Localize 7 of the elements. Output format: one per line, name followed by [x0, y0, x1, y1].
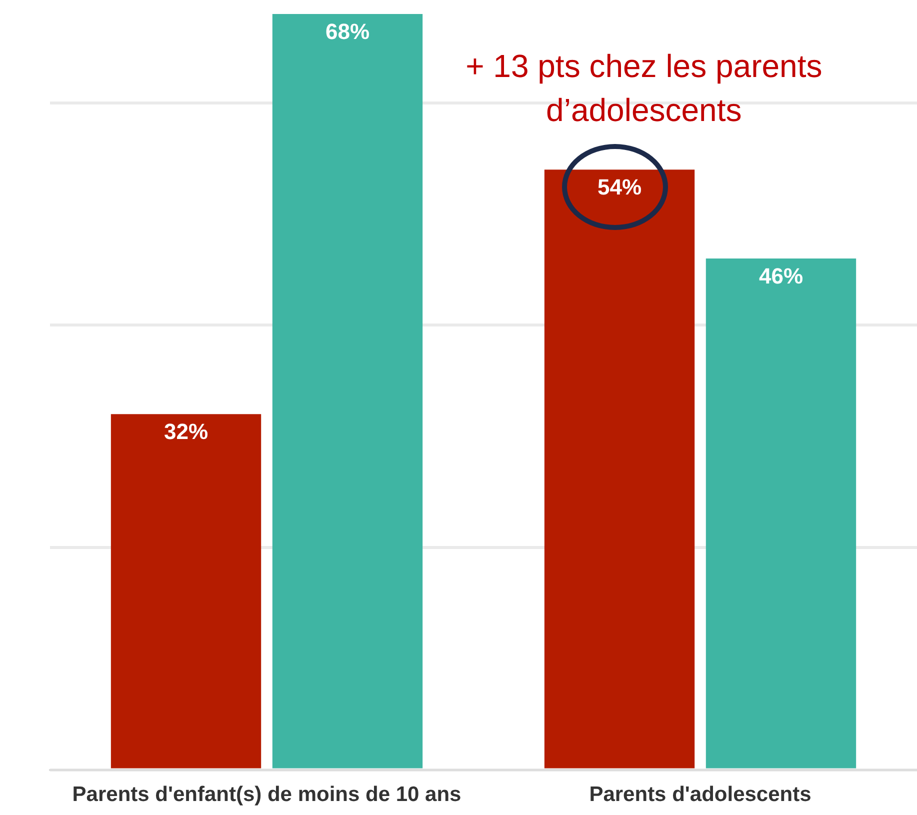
annotation: + 13 pts chez les parents d’adolescents: [466, 48, 822, 128]
x-tick-label: Parents d'adolescents: [589, 783, 812, 806]
data-label: 32%: [164, 419, 208, 444]
data-label: 46%: [758, 264, 804, 289]
data-label: 54%: [597, 174, 642, 200]
x-tick-label: Parents d'enfant(s) de moins de 10 ans: [72, 783, 462, 806]
data-label: 68%: [325, 19, 370, 44]
